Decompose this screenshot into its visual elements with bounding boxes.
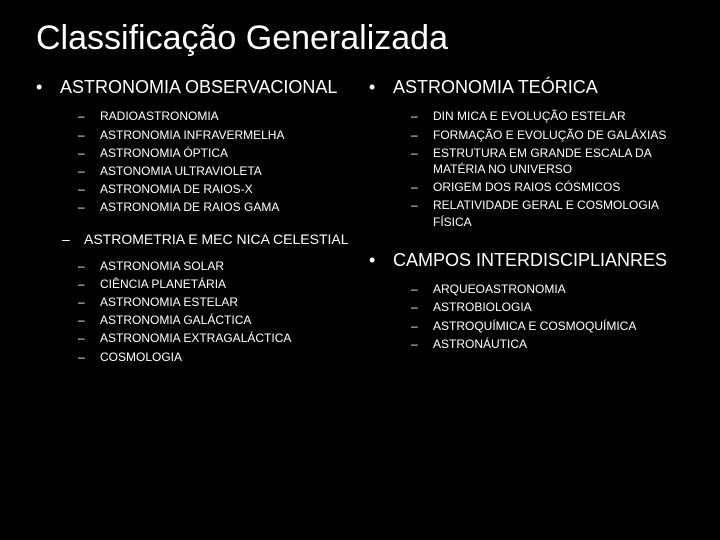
item-text: ASTRONOMIA DE RAIOS-X <box>100 181 253 197</box>
dash-icon: – <box>411 127 421 143</box>
columns: • ASTRONOMIA OBSERVACIONAL –RADIOASTRONO… <box>36 77 692 379</box>
left-group-c: –ASTRONOMIA SOLAR –CIÊNCIA PLANETÁRIA –A… <box>78 258 359 365</box>
right-column: • ASTRONOMIA TEÓRICA –DIN MICA E EVOLUÇÃ… <box>369 77 692 379</box>
dash-icon: – <box>411 336 421 352</box>
list-item: –ASTRONOMIA ÓPTICA <box>78 145 359 161</box>
list-item: –ASTROBIOLOGIA <box>411 299 692 315</box>
bullet-icon: • <box>369 77 383 99</box>
dash-icon: – <box>78 108 88 124</box>
item-text: ASTROMETRIA E MEC NICA CELESTIAL <box>84 230 349 248</box>
dash-icon: – <box>78 145 88 161</box>
item-text: ASTRONOMIA SOLAR <box>100 258 224 274</box>
list-item: –ORIGEM DOS RAIOS CÓSMICOS <box>411 179 692 195</box>
list-item: –ASTRONOMIA EXTRAGALÁCTICA <box>78 330 359 346</box>
dash-icon: – <box>78 349 88 365</box>
left-group-a: –RADIOASTRONOMIA –ASTRONOMIA INFRAVERMEL… <box>78 108 359 215</box>
item-text: ASTRONOMIA DE RAIOS GAMA <box>100 199 279 215</box>
bullet-icon: • <box>369 250 383 272</box>
item-text: DIN MICA E EVOLUÇÃO ESTELAR <box>433 108 626 124</box>
dash-icon: – <box>78 312 88 328</box>
item-text: ASTONOMIA ULTRAVIOLETA <box>100 163 262 179</box>
right-group-b: –ARQUEOASTRONOMIA –ASTROBIOLOGIA –ASTROQ… <box>411 281 692 352</box>
dash-icon: – <box>411 299 421 315</box>
dash-icon: – <box>411 318 421 334</box>
item-text: COSMOLOGIA <box>100 349 182 365</box>
list-item: –ASTRONOMIA DE RAIOS GAMA <box>78 199 359 215</box>
right-heading-b-text: CAMPOS INTERDISCIPLIANRES <box>393 250 667 272</box>
dash-icon: – <box>411 281 421 297</box>
list-item: –ASTRONÁUTICA <box>411 336 692 352</box>
list-item: –ASTROQUÍMICA E COSMOQUÍMICA <box>411 318 692 334</box>
item-text: ESTRUTURA EM GRANDE ESCALA DA MATÉRIA NO… <box>433 145 692 177</box>
left-heading-text: ASTRONOMIA OBSERVACIONAL <box>60 77 337 99</box>
left-group-b: – ASTROMETRIA E MEC NICA CELESTIAL <box>62 230 359 248</box>
left-column: • ASTRONOMIA OBSERVACIONAL –RADIOASTRONO… <box>36 77 359 379</box>
item-text: ASTROQUÍMICA E COSMOQUÍMICA <box>433 318 636 334</box>
right-heading-b: • CAMPOS INTERDISCIPLIANRES <box>369 250 692 272</box>
right-group-a: –DIN MICA E EVOLUÇÃO ESTELAR –FORMAÇÃO E… <box>411 108 692 229</box>
slide-title: Classificação Generalizada <box>36 18 692 59</box>
item-text: ARQUEOASTRONOMIA <box>433 281 566 297</box>
list-item: –ASTONOMIA ULTRAVIOLETA <box>78 163 359 179</box>
item-text: ORIGEM DOS RAIOS CÓSMICOS <box>433 179 620 195</box>
list-item: –ARQUEOASTRONOMIA <box>411 281 692 297</box>
bullet-icon: • <box>36 77 50 99</box>
list-item: –RADIOASTRONOMIA <box>78 108 359 124</box>
item-text: ASTRONOMIA ESTELAR <box>100 294 238 310</box>
list-item: –RELATIVIDADE GERAL E COSMOLOGIA FÍSICA <box>411 197 692 229</box>
item-text: ASTRONOMIA EXTRAGALÁCTICA <box>100 330 291 346</box>
list-item: –ASTRONOMIA INFRAVERMELHA <box>78 127 359 143</box>
item-text: FORMAÇÃO E EVOLUÇÃO DE GALÁXIAS <box>433 127 666 143</box>
dash-icon: – <box>78 181 88 197</box>
list-item: –ASTRONOMIA SOLAR <box>78 258 359 274</box>
item-text: ASTRONOMIA INFRAVERMELHA <box>100 127 284 143</box>
item-text: ASTRONOMIA ÓPTICA <box>100 145 228 161</box>
dash-icon: – <box>78 258 88 274</box>
dash-icon: – <box>78 127 88 143</box>
dash-icon: – <box>411 145 421 161</box>
item-text: ASTROBIOLOGIA <box>433 299 532 315</box>
right-heading-a: • ASTRONOMIA TEÓRICA <box>369 77 692 99</box>
dash-icon: – <box>78 163 88 179</box>
list-item: –ASTRONOMIA GALÁCTICA <box>78 312 359 328</box>
right-heading-a-text: ASTRONOMIA TEÓRICA <box>393 77 598 99</box>
item-text: RADIOASTRONOMIA <box>100 108 219 124</box>
list-item: –ASTRONOMIA DE RAIOS-X <box>78 181 359 197</box>
list-item: –FORMAÇÃO E EVOLUÇÃO DE GALÁXIAS <box>411 127 692 143</box>
dash-icon: – <box>78 330 88 346</box>
slide: Classificação Generalizada • ASTRONOMIA … <box>0 0 720 540</box>
list-item: –ESTRUTURA EM GRANDE ESCALA DA MATÉRIA N… <box>411 145 692 177</box>
dash-icon: – <box>411 108 421 124</box>
list-item: –ASTRONOMIA ESTELAR <box>78 294 359 310</box>
list-item: –CIÊNCIA PLANETÁRIA <box>78 276 359 292</box>
list-item: –DIN MICA E EVOLUÇÃO ESTELAR <box>411 108 692 124</box>
dash-icon: – <box>78 294 88 310</box>
item-text: CIÊNCIA PLANETÁRIA <box>100 276 226 292</box>
item-text: RELATIVIDADE GERAL E COSMOLOGIA FÍSICA <box>433 197 692 229</box>
left-heading: • ASTRONOMIA OBSERVACIONAL <box>36 77 359 99</box>
dash-icon: – <box>78 276 88 292</box>
dash-icon: – <box>62 230 72 248</box>
dash-icon: – <box>78 199 88 215</box>
item-text: ASTRONOMIA GALÁCTICA <box>100 312 251 328</box>
list-item: –COSMOLOGIA <box>78 349 359 365</box>
dash-icon: – <box>411 179 421 195</box>
dash-icon: – <box>411 197 421 213</box>
item-text: ASTRONÁUTICA <box>433 336 527 352</box>
